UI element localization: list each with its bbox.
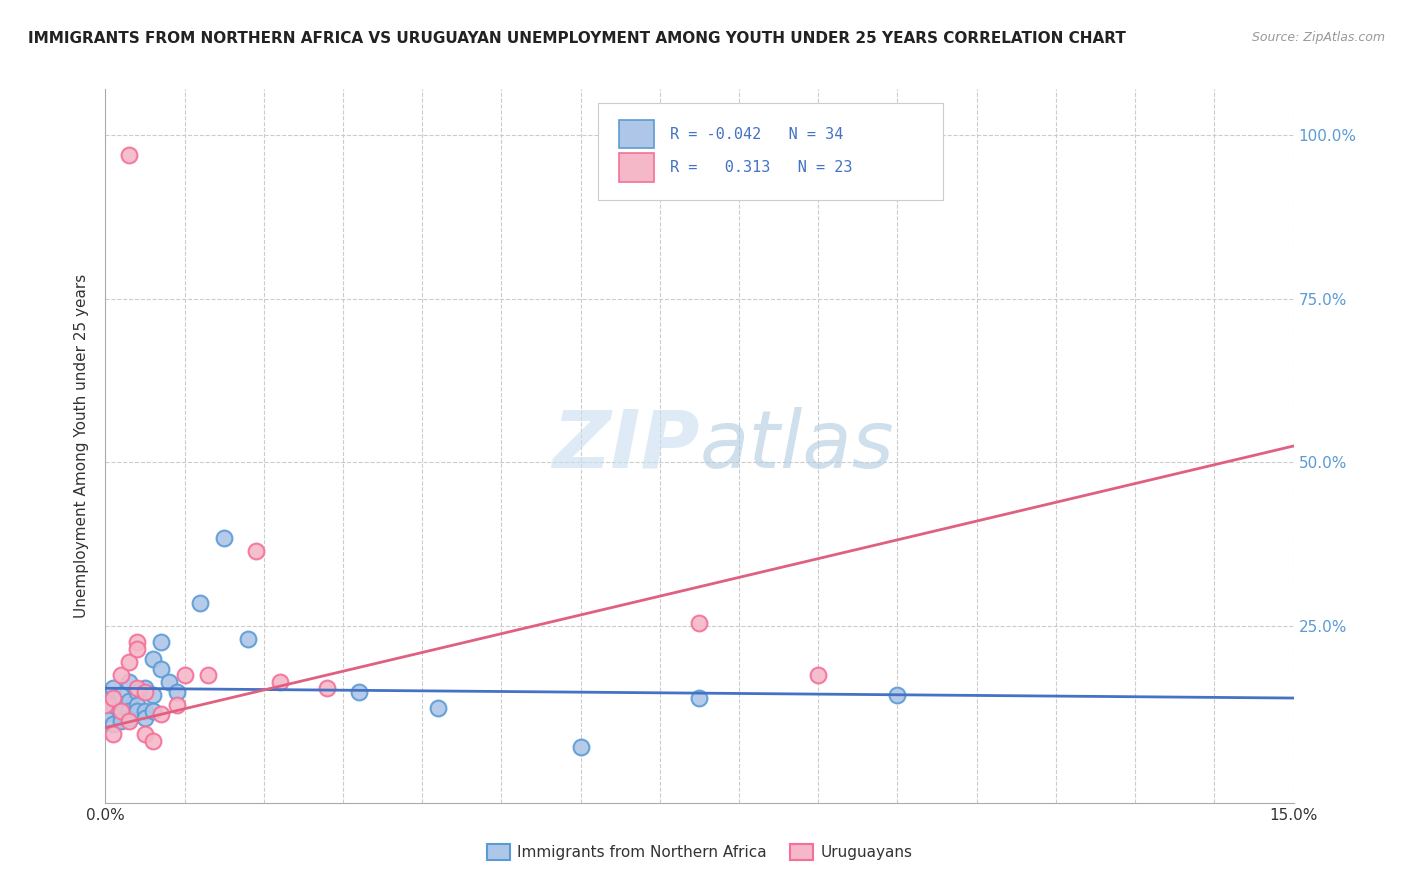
Point — [142, 704, 165, 718]
Point — [127, 642, 149, 657]
Point — [110, 688, 132, 702]
FancyBboxPatch shape — [599, 103, 943, 200]
Point — [103, 717, 125, 731]
Point — [110, 707, 132, 722]
Point — [149, 707, 172, 722]
Point — [118, 147, 141, 161]
Point — [689, 691, 711, 706]
Point — [94, 707, 117, 722]
Point — [134, 727, 156, 741]
Point — [427, 701, 450, 715]
Point — [886, 688, 908, 702]
Point — [118, 711, 141, 725]
Point — [110, 701, 132, 715]
Text: R = -0.042   N = 34: R = -0.042 N = 34 — [669, 127, 844, 142]
Point — [166, 698, 188, 712]
Text: Source: ZipAtlas.com: Source: ZipAtlas.com — [1251, 31, 1385, 45]
Bar — [619, 153, 654, 182]
Bar — [619, 120, 654, 148]
Point — [807, 668, 830, 682]
Point — [127, 704, 149, 718]
Text: ZIP: ZIP — [553, 407, 700, 485]
Point — [134, 681, 156, 696]
Point — [269, 674, 291, 689]
Point — [127, 684, 149, 698]
Point — [142, 688, 165, 702]
Point — [118, 674, 141, 689]
Point — [197, 668, 219, 682]
Point — [127, 681, 149, 696]
Point — [134, 684, 156, 698]
Point — [103, 698, 125, 712]
Point — [245, 543, 267, 558]
Point — [127, 635, 149, 649]
Point — [157, 674, 180, 689]
Point — [316, 681, 339, 696]
Point — [347, 684, 370, 698]
Text: atlas: atlas — [700, 407, 894, 485]
Point — [118, 714, 141, 728]
Point — [110, 704, 132, 718]
Point — [94, 694, 117, 708]
Legend: Immigrants from Northern Africa, Uruguayans: Immigrants from Northern Africa, Uruguay… — [481, 838, 918, 866]
Point — [103, 691, 125, 706]
Text: IMMIGRANTS FROM NORTHERN AFRICA VS URUGUAYAN UNEMPLOYMENT AMONG YOUTH UNDER 25 Y: IMMIGRANTS FROM NORTHERN AFRICA VS URUGU… — [28, 31, 1126, 46]
Point — [94, 698, 117, 712]
Point — [149, 662, 172, 676]
Point — [149, 635, 172, 649]
Point — [127, 698, 149, 712]
Point — [103, 681, 125, 696]
Point — [214, 531, 236, 545]
Point — [118, 694, 141, 708]
Point — [118, 655, 141, 669]
Point — [103, 727, 125, 741]
Point — [190, 596, 212, 610]
Text: R =   0.313   N = 23: R = 0.313 N = 23 — [669, 161, 852, 175]
Point — [689, 615, 711, 630]
Point — [173, 668, 195, 682]
Point — [134, 711, 156, 725]
Point — [166, 684, 188, 698]
Point — [142, 733, 165, 747]
Point — [236, 632, 259, 647]
Point — [118, 704, 141, 718]
Point — [134, 704, 156, 718]
Y-axis label: Unemployment Among Youth under 25 years: Unemployment Among Youth under 25 years — [75, 274, 90, 618]
Point — [569, 740, 592, 755]
Point — [110, 714, 132, 728]
Point — [110, 668, 132, 682]
Point — [142, 652, 165, 666]
